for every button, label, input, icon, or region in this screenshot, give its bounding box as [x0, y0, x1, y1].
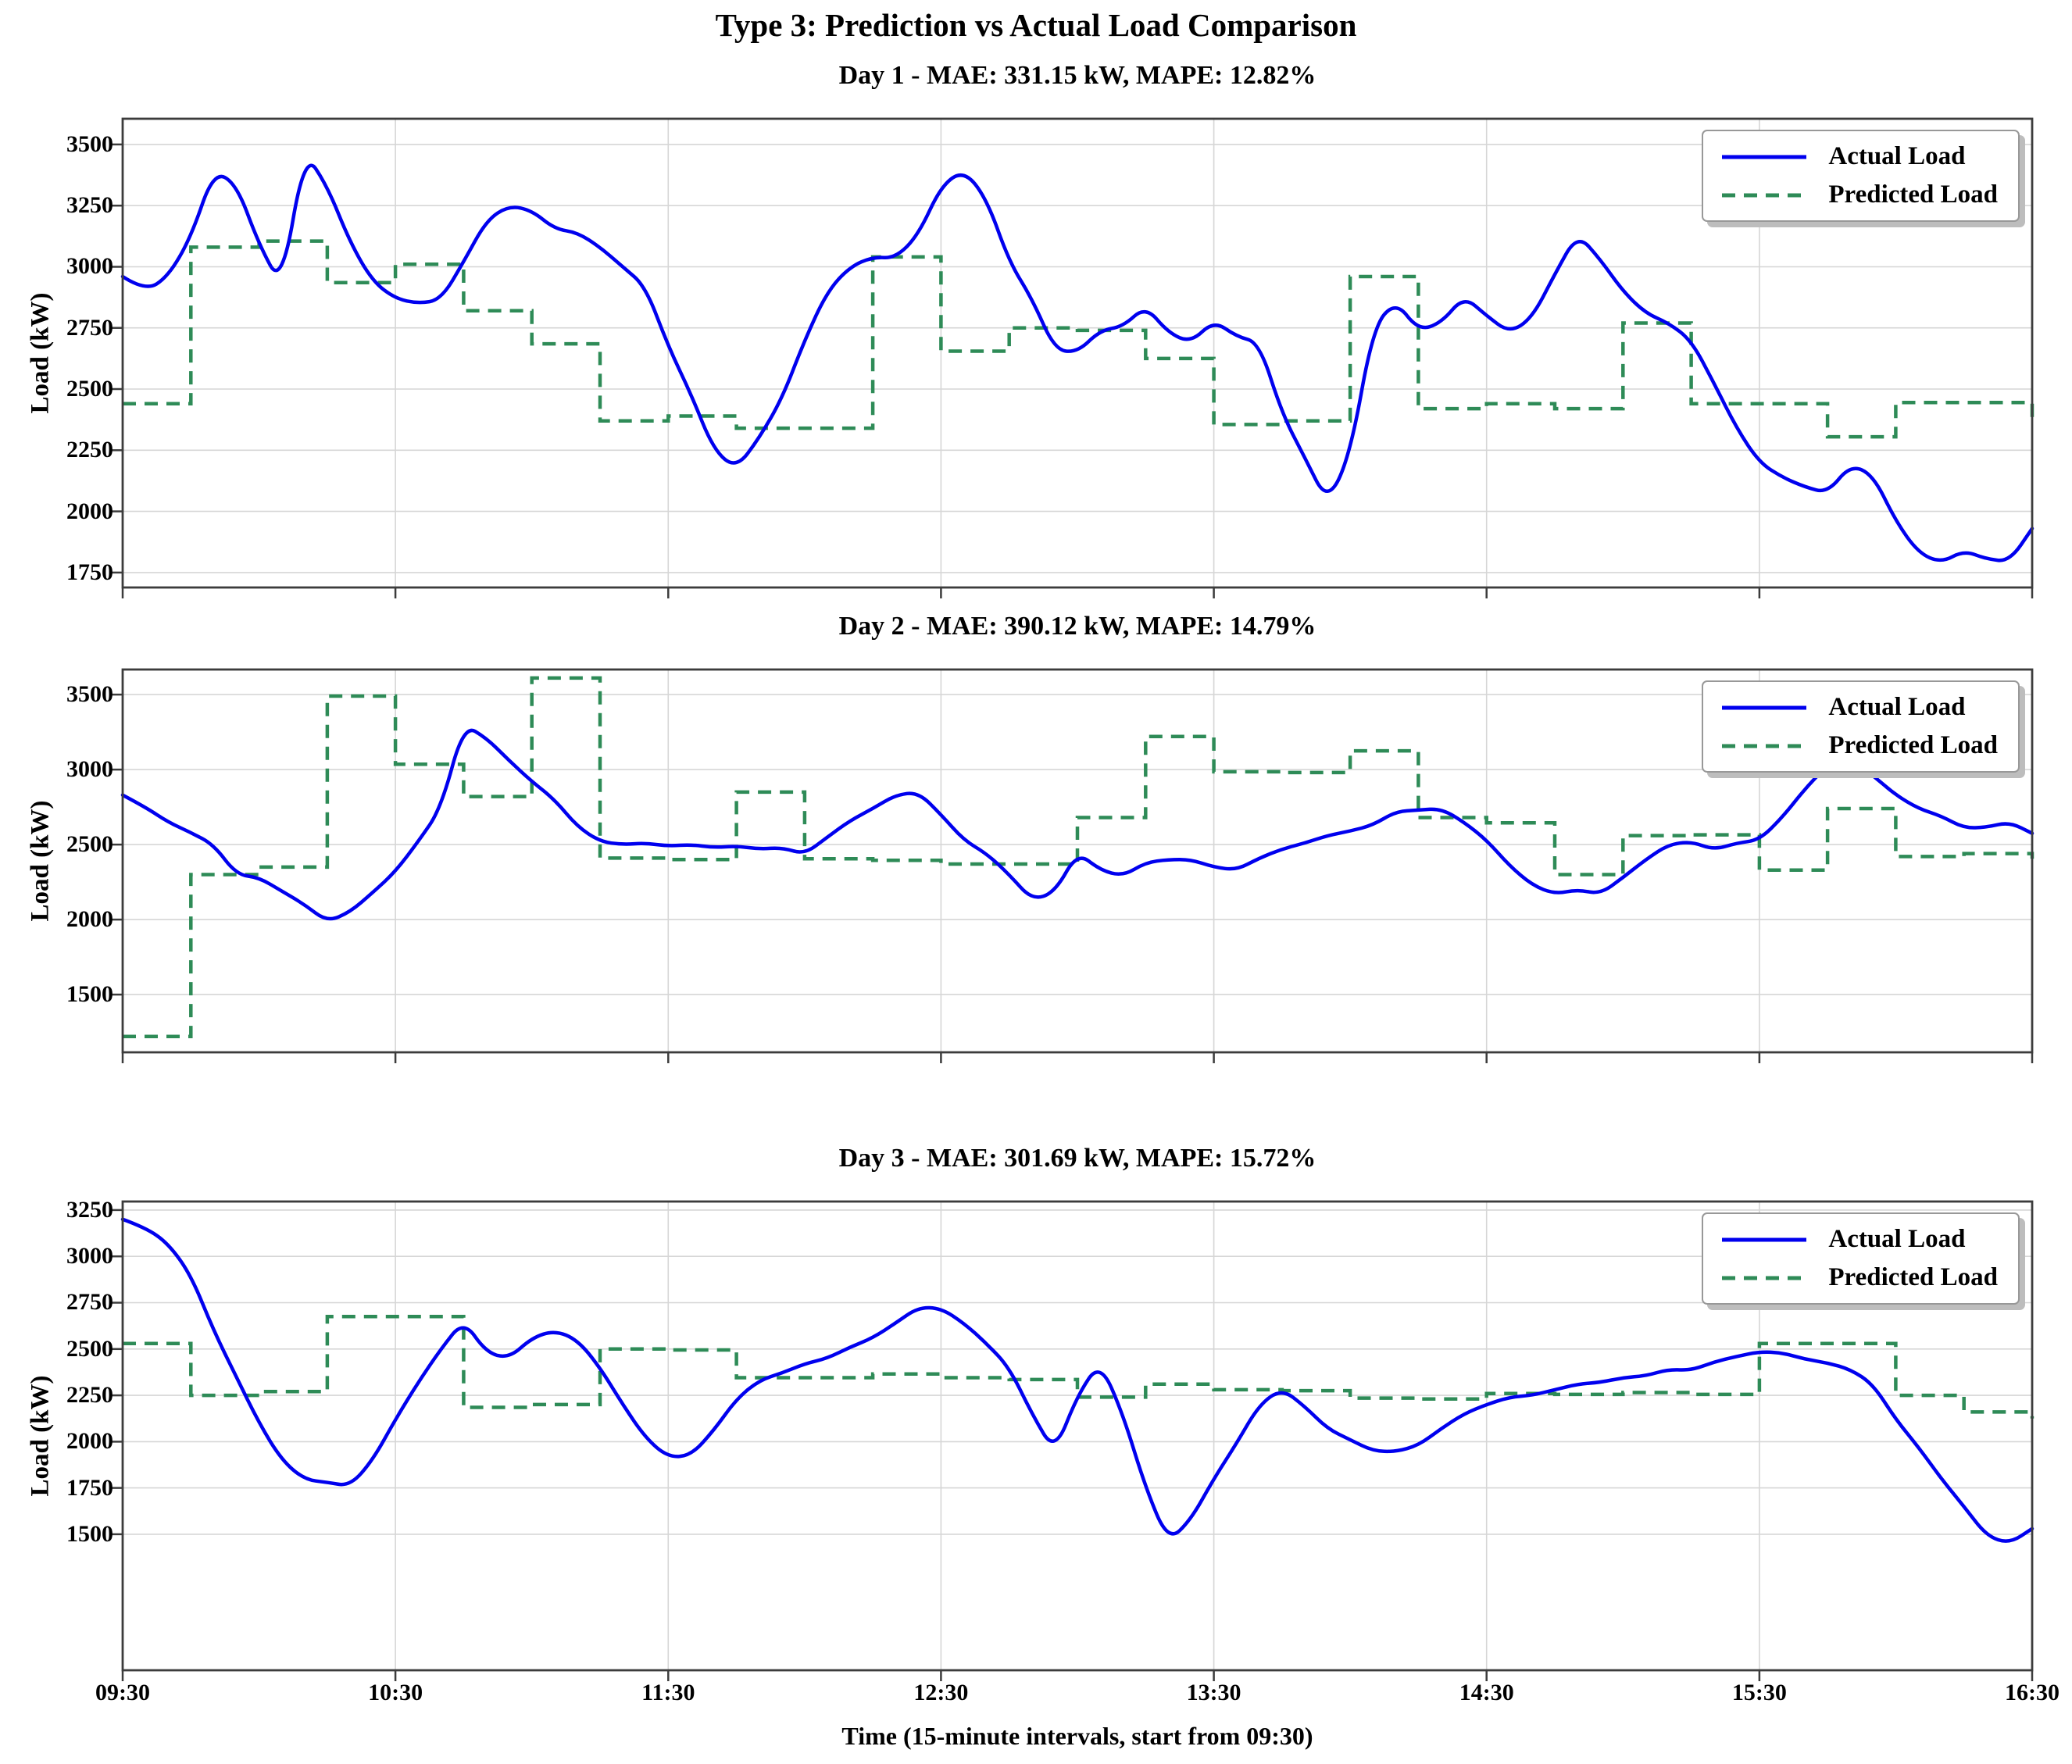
x-tick-label: 15:30: [1731, 1680, 1787, 1705]
legend-item-predicted: Predicted Load: [1720, 180, 1998, 209]
actual-line-sample-icon: [1722, 705, 1807, 709]
predicted-line-sample-icon: [1722, 193, 1807, 197]
y-axis-label-day2: Load (kW): [26, 800, 55, 922]
legend-day1: Actual Load Predicted Load: [1702, 130, 2020, 222]
y-tick-label: 1750: [66, 559, 113, 585]
chart-day1: [112, 117, 2034, 598]
legend-day2: Actual Load Predicted Load: [1702, 680, 2020, 773]
legend-item-predicted: Predicted Load: [1720, 1263, 1998, 1292]
actual-line-sample-icon: [1722, 155, 1807, 159]
actual-load-line: [120, 163, 2034, 562]
y-tick-label: 3000: [66, 756, 113, 783]
plot-spines: [121, 117, 2034, 589]
x-tick-label: 11:30: [641, 1680, 695, 1705]
plot-spines: [121, 668, 2034, 1054]
actual-load-line: [120, 1217, 2034, 1543]
predicted-load-line: [123, 239, 2034, 439]
x-tick-label: 09:30: [95, 1680, 150, 1705]
x-tick-label: 13:30: [1186, 1680, 1241, 1705]
y-tick-label: 3250: [66, 1196, 113, 1223]
y-tick-label: 1500: [66, 1520, 113, 1547]
y-tick-label: 3500: [66, 681, 113, 708]
legend-label-actual: Actual Load: [1828, 142, 1966, 170]
legend-label-actual: Actual Load: [1828, 1225, 1966, 1253]
y-tick-label: 2750: [66, 314, 113, 341]
actual-line-sample-icon: [1722, 1237, 1807, 1241]
x-tick-label: 12:30: [913, 1680, 969, 1705]
predicted-load-line: [123, 1315, 2034, 1419]
y-tick-label: 2500: [66, 1335, 113, 1362]
y-tick-label: 3500: [66, 130, 113, 157]
y-tick-label: 3250: [66, 192, 113, 219]
y-tick-label: 2000: [66, 1428, 113, 1455]
figure-title: Type 3: Prediction vs Actual Load Compar…: [715, 7, 1357, 43]
subplot2-title: Day 2 - MAE: 390.12 kW, MAPE: 14.79%: [838, 612, 1316, 641]
plot-spines: [121, 1200, 2034, 1672]
plot-area-day1: Actual Load Predicted Load: [112, 117, 2034, 598]
legend-item-actual: Actual Load: [1720, 693, 1998, 722]
x-tick-label: 14:30: [1459, 1680, 1514, 1705]
y-tick-label: 3000: [66, 253, 113, 280]
x-tick-label: 16:30: [2005, 1680, 2059, 1705]
x-axis-label: Time (15-minute intervals, start from 09…: [841, 1722, 1313, 1750]
legend-label-actual: Actual Load: [1828, 693, 1966, 721]
legend-item-actual: Actual Load: [1720, 142, 1998, 171]
legend-label-predicted: Predicted Load: [1828, 1263, 1998, 1291]
y-tick-label: 2500: [66, 831, 113, 858]
y-tick-label: 2000: [66, 906, 113, 933]
y-tick-label: 2500: [66, 376, 113, 402]
plot-area-day3: Actual Load Predicted Load: [112, 1200, 2034, 1681]
predicted-line-sample-icon: [1722, 1276, 1807, 1280]
y-tick-label: 2250: [66, 1382, 113, 1409]
y-tick-label: 1500: [66, 981, 113, 1008]
y-tick-label: 2000: [66, 498, 113, 524]
predicted-line-sample-icon: [1722, 744, 1807, 748]
x-tick-label: 10:30: [368, 1680, 423, 1705]
y-tick-label: 2750: [66, 1289, 113, 1316]
actual-load-line: [120, 728, 2034, 921]
y-tick-label: 3000: [66, 1243, 113, 1269]
legend-label-predicted: Predicted Load: [1828, 180, 1998, 209]
legend-item-predicted: Predicted Load: [1720, 731, 1998, 760]
y-tick-label: 1750: [66, 1474, 113, 1501]
subplot3-title: Day 3 - MAE: 301.69 kW, MAPE: 15.72%: [838, 1144, 1316, 1173]
legend-label-predicted: Predicted Load: [1828, 731, 1998, 759]
legend-item-actual: Actual Load: [1720, 1225, 1998, 1254]
y-tick-label: 2250: [66, 437, 113, 463]
legend-day3: Actual Load Predicted Load: [1702, 1212, 2020, 1305]
plot-area-day2: Actual Load Predicted Load: [112, 668, 2034, 1063]
predicted-load-line: [123, 676, 2034, 1039]
subplot1-title: Day 1 - MAE: 331.15 kW, MAPE: 12.82%: [838, 61, 1316, 90]
